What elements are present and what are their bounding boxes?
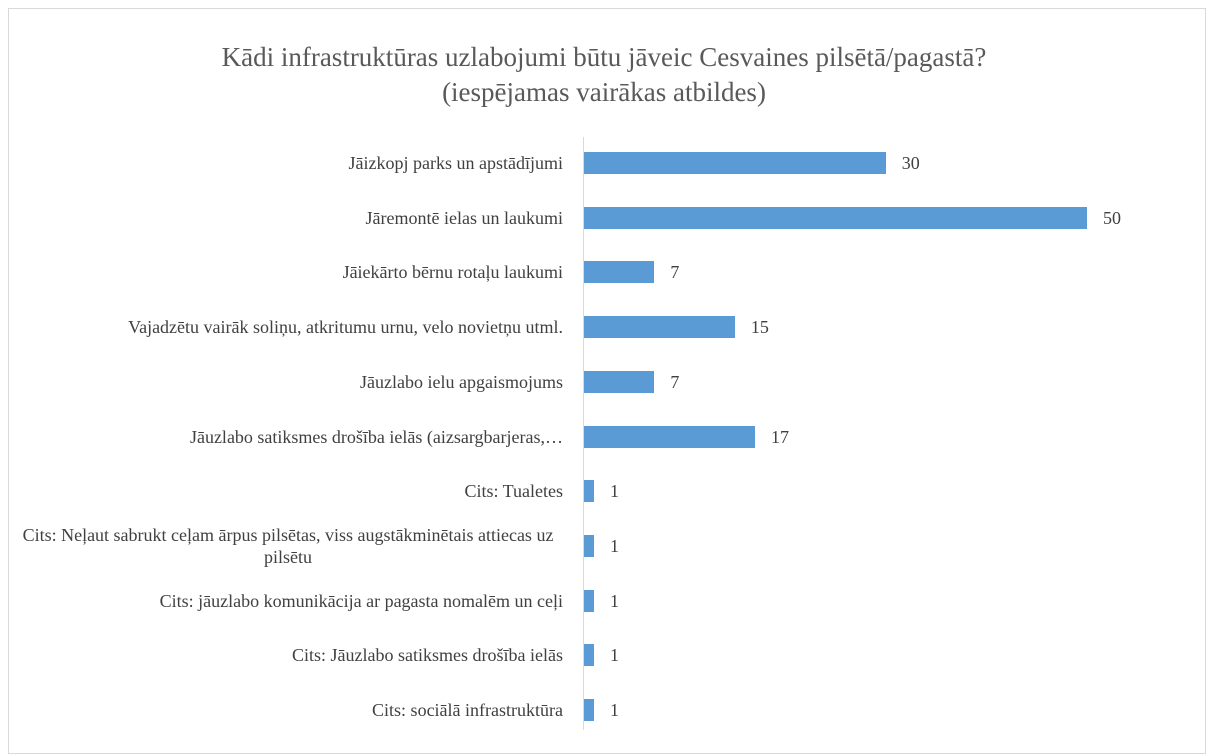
- bar: [584, 589, 595, 612]
- category-label: Cits: Jāuzlabo satiksmes drošība ielās: [292, 645, 563, 666]
- category-label: Jāizkopj parks un apstādījumi: [348, 153, 563, 173]
- bar: [584, 480, 595, 503]
- bar: [584, 534, 595, 557]
- data-label: 50: [1103, 207, 1121, 228]
- data-label: 1: [610, 700, 620, 720]
- data-label: 1: [610, 645, 620, 666]
- category-label: Vajadzētu vairāk soliņu, atkritumu urnu,…: [128, 317, 563, 338]
- category-label: Jāremontē ielas un laukumi: [365, 207, 563, 228]
- data-label: 7: [670, 262, 680, 283]
- data-label: 1: [610, 535, 620, 556]
- data-label: 17: [771, 426, 790, 447]
- bar: [584, 261, 655, 284]
- bar: [584, 206, 1087, 229]
- category-label: Jāuzlabo ielu apgaismojums: [360, 371, 563, 392]
- data-label: 15: [750, 317, 769, 338]
- category-label: Cits: jāuzlabo komunikācija ar pagasta n…: [159, 590, 563, 611]
- chart-frame: [8, 8, 1206, 754]
- bar: [584, 425, 756, 448]
- category-label: Cits: Neļaut sabrukt ceļam ārpus pilsēta…: [22, 524, 554, 567]
- category-label: Cits: Tualetes: [464, 481, 563, 502]
- bar: [584, 370, 655, 393]
- bar: [584, 644, 595, 667]
- data-label: 1: [610, 590, 620, 611]
- category-label: Jāuzlabo satiksmes drošība ielās (aizsar…: [189, 426, 563, 447]
- chart-subtitle: (iespējamas vairākas atbildes): [442, 77, 766, 107]
- bar: [584, 699, 595, 721]
- category-axis: [583, 137, 584, 730]
- data-label: 7: [670, 371, 680, 392]
- category-label: Jāiekārto bērnu rotaļu laukumi: [342, 262, 563, 283]
- chart-title: Kādi infrastruktūras uzlabojumi būtu jāv…: [221, 42, 987, 72]
- data-label: 1: [610, 481, 620, 502]
- bar: [584, 316, 735, 339]
- bar: [584, 152, 886, 174]
- data-label: 30: [901, 153, 920, 173]
- category-label: Cits: sociālā infrastruktūra: [372, 700, 563, 720]
